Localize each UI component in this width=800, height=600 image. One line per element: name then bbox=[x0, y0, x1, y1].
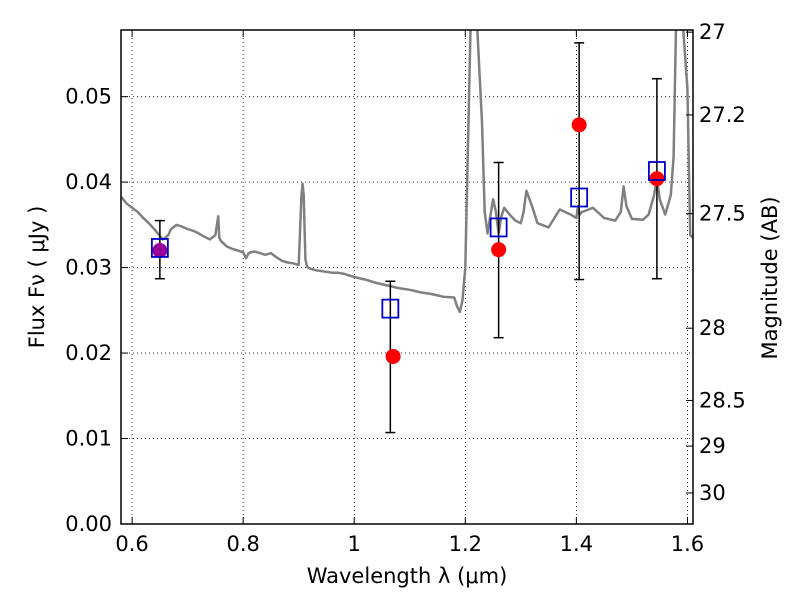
synthetic-square bbox=[150, 238, 169, 258]
observed-point bbox=[571, 117, 587, 133]
x-axis-label: Wavelength λ (μm) bbox=[307, 564, 508, 588]
axis-tick-labels: 0.6 0.8 1 1.2 1.4 1.6 0.00 0.01 0.02 0.03 0.04 0.05… bbox=[65, 20, 746, 556]
y-axis-label: Flux Fν ( μJy ) bbox=[25, 206, 49, 349]
y-tick-label: 0.04 bbox=[65, 170, 112, 194]
right-tick-label: 30 bbox=[699, 481, 726, 505]
x-tick-label: 0.8 bbox=[226, 532, 259, 556]
synthetic-square bbox=[570, 187, 589, 208]
axis-ticks bbox=[121, 30, 693, 525]
right-tick-label: 28 bbox=[699, 316, 726, 340]
right-tick-label: 27.5 bbox=[699, 202, 746, 226]
observed-point bbox=[385, 348, 401, 364]
synthetic-square bbox=[489, 217, 508, 238]
x-tick-label: 1.2 bbox=[449, 532, 482, 556]
synthetic-square bbox=[381, 298, 400, 319]
model-spectrum-line bbox=[121, 30, 693, 314]
x-tick-label: 1 bbox=[348, 532, 361, 556]
y-tick-label: 0.00 bbox=[65, 512, 112, 536]
y-tick-label: 0.02 bbox=[65, 341, 112, 365]
plot-frame bbox=[120, 29, 694, 525]
observed-point bbox=[649, 171, 665, 187]
right-tick-label: 27.2 bbox=[699, 103, 746, 127]
right-tick-label: 28.5 bbox=[699, 388, 746, 412]
observed-point bbox=[152, 243, 168, 259]
x-tick-label: 1.4 bbox=[560, 532, 593, 556]
plot-content bbox=[121, 30, 693, 434]
x-tick-label: 0.6 bbox=[115, 532, 148, 556]
right-axis-label: Magnitude (AB) bbox=[758, 196, 782, 359]
synthetic-square bbox=[648, 161, 666, 181]
y-tick-label: 0.05 bbox=[65, 85, 112, 109]
right-tick-label: 29 bbox=[699, 434, 726, 458]
x-tick-label: 1.6 bbox=[671, 532, 704, 556]
right-tick-label: 27 bbox=[699, 20, 726, 44]
y-tick-label: 0.01 bbox=[65, 427, 112, 451]
y-tick-label: 0.03 bbox=[65, 256, 112, 280]
observed-point bbox=[491, 242, 507, 258]
